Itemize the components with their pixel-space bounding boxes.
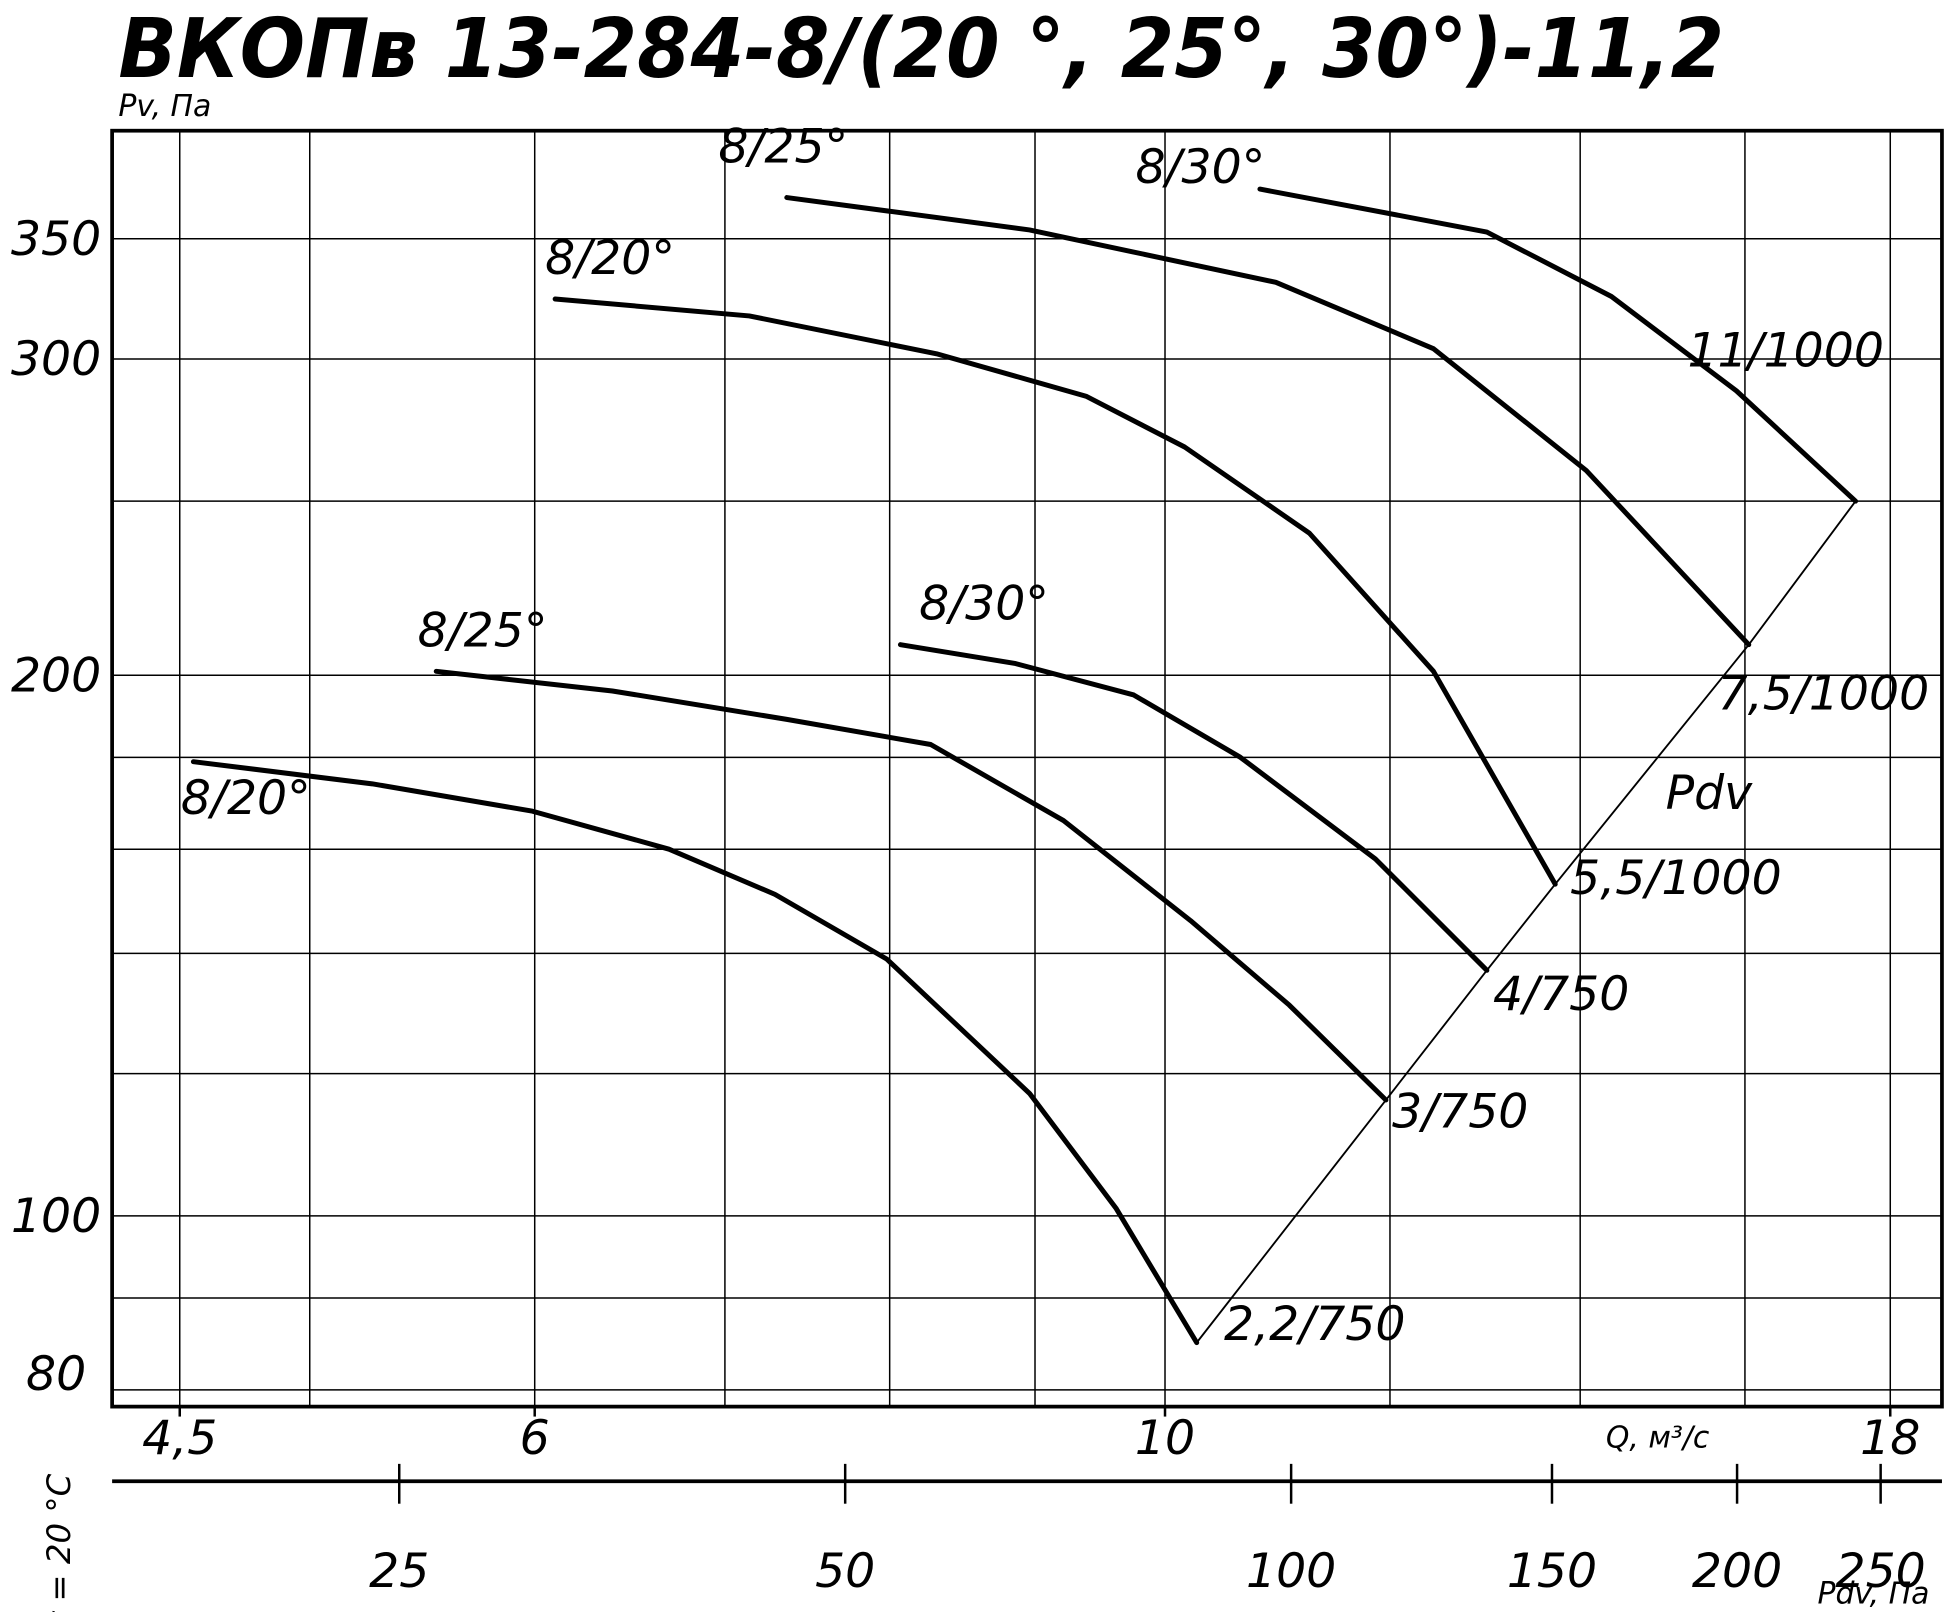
curve-power: 3/750	[1392, 1084, 1528, 1139]
x-tick-label: 4,5	[142, 1411, 217, 1466]
curve	[190, 759, 1200, 1346]
x2-tick-label: 100	[1246, 1544, 1336, 1599]
x2-tick-label: 250	[1835, 1544, 1925, 1599]
curve-name: 8/25°	[418, 603, 548, 658]
pdv-line	[1195, 500, 1857, 1344]
y-tick-label: 300	[11, 332, 101, 387]
x2-tick-label: 200	[1692, 1544, 1782, 1599]
x-tick-label: 18	[1860, 1411, 1920, 1466]
curve-power: 5,5/1000	[1570, 851, 1782, 906]
curve	[1257, 186, 1859, 504]
y-tick-label: 200	[11, 648, 101, 703]
curve-name: 8/30°	[1135, 140, 1265, 195]
x2-tick-label: 50	[815, 1544, 875, 1599]
y-tick-label: 350	[11, 212, 101, 267]
y-axis-label: Pv, Па	[118, 89, 211, 124]
x-tick-label: 10	[1135, 1411, 1195, 1466]
curve-power: 2,2/750	[1224, 1297, 1405, 1352]
plot-frame	[110, 128, 1944, 1409]
diagonal-label: Pdv	[1666, 766, 1754, 821]
x2-tick-label: 150	[1507, 1544, 1597, 1599]
temperature-note: t = 20 °С	[40, 1473, 78, 1612]
curve-power: 11/1000	[1687, 324, 1884, 379]
y-tick-label: 80	[26, 1347, 86, 1402]
curve	[433, 668, 1389, 1103]
curve-power: 7,5/1000	[1718, 666, 1930, 721]
x2-axis-label: Pdv, Па	[1817, 1576, 1929, 1611]
curve-name: 8/20°	[181, 771, 311, 826]
curve-name: 8/20°	[545, 231, 675, 286]
x2-tick-label: 25	[369, 1544, 429, 1599]
curve-name: 8/25°	[718, 120, 848, 175]
curve-power: 4/750	[1493, 967, 1629, 1022]
curve	[552, 296, 1558, 887]
chart-title: ВКОПв 13-284-8/(20 °, 25°, 30°)-11,2	[118, 2, 1724, 97]
curve-name: 8/30°	[919, 577, 1049, 632]
y-tick-label: 100	[11, 1189, 101, 1244]
curve	[897, 642, 1490, 973]
x-axis-label: Q, м³/с	[1606, 1421, 1710, 1456]
curve	[784, 195, 1752, 648]
x-tick-label: 6	[520, 1411, 550, 1466]
